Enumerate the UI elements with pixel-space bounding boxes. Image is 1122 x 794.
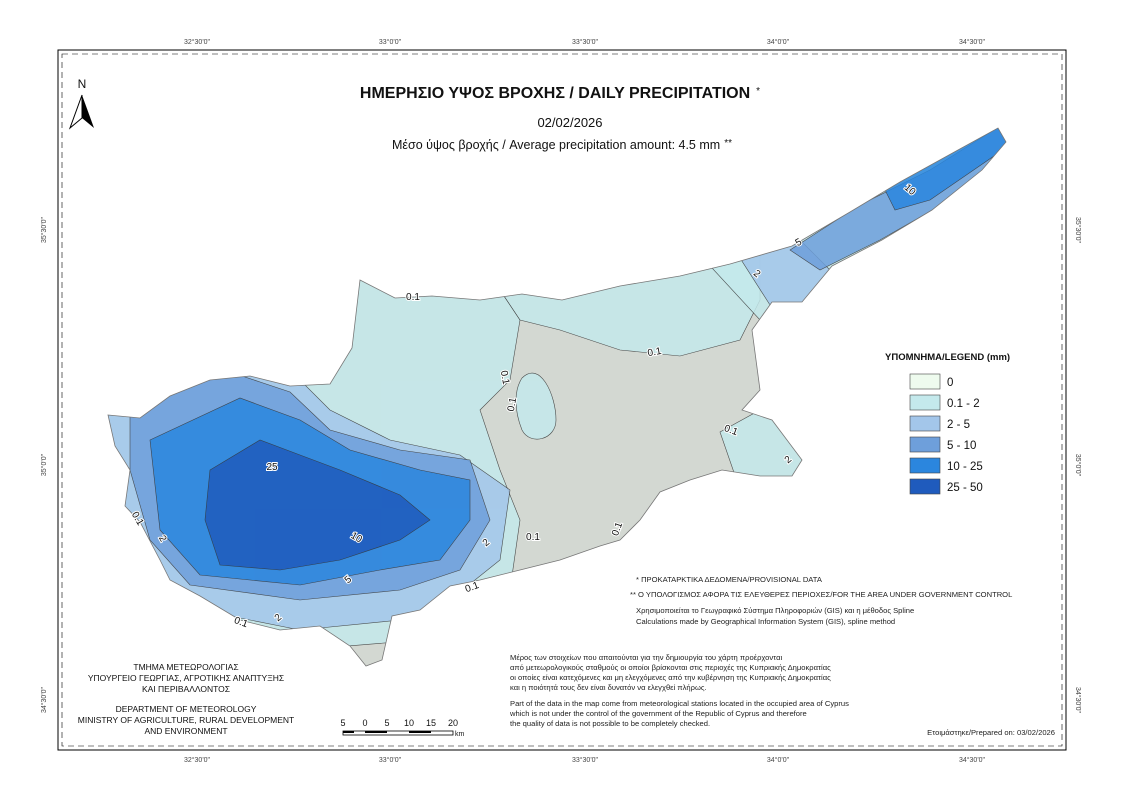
data-disclaimer: Μέρος των στοιχείων που απαιτούνται για … (509, 653, 849, 728)
graticule-label: 34°0'0" (767, 38, 790, 46)
contour-label: 0.1 (647, 346, 663, 359)
legend-label: 0.1 - 2 (947, 398, 980, 410)
scale-unit: km (455, 731, 465, 738)
legend-label: 0 (947, 377, 953, 389)
scale-label: 15 (426, 718, 436, 728)
graticule-label: 33°30'0" (572, 38, 599, 46)
department-line: MINISTRY OF AGRICULTURE, RURAL DEVELOPME… (78, 715, 294, 725)
legend-swatch (909, 373, 941, 390)
average-mark: ** (724, 138, 732, 149)
note-gis-english: Calculations made by Geographical Inform… (636, 617, 895, 626)
graticule-label: 34°30'0" (1074, 687, 1082, 714)
legend-label: 10 - 25 (947, 461, 983, 473)
department-line: AND ENVIRONMENT (144, 726, 227, 736)
legend-label: 2 - 5 (947, 419, 970, 431)
disclaimer-line: Μέρος των στοιχείων που απαιτούνται για … (510, 653, 782, 662)
department-line: ΤΜΗΜΑ ΜΕΤΕΩΡΟΛΟΓΙΑΣ (133, 662, 238, 672)
contour-labels: 0.10.10.10.10.10.10.10.10.12222551010250… (128, 181, 919, 631)
graticule-label: 33°30'0" (572, 756, 599, 764)
graticule-label: 35°0'0" (1074, 454, 1082, 477)
precipitation-zones (108, 128, 1006, 651)
disclaimer-line: και η ποιότητά τους δεν είναι δυνατόν να… (510, 683, 707, 692)
disclaimer-line: από μετεωρολογικούς σταθμούς οι οποίοι β… (510, 663, 831, 672)
scale-seg (343, 731, 354, 733)
graticule-label: 34°30'0" (959, 756, 986, 764)
scale-seg (365, 731, 387, 733)
note-gis-greek: Χρησιμοποιείται το Γεωγραφικό Σύστημα Πλ… (636, 606, 914, 615)
graticule-label: 34°30'0" (40, 686, 48, 713)
north-label: N (78, 77, 87, 91)
legend-swatch (909, 394, 941, 411)
legend-swatch (909, 457, 941, 474)
scale-label: 0 (362, 718, 367, 728)
scale-seg (409, 731, 431, 733)
zone (515, 372, 557, 440)
prepared-on: Ετοιμάστηκε/Prepared on: 03/02/2026 (927, 728, 1055, 737)
legend-swatch (909, 478, 941, 495)
contour-label: 0.1 (232, 615, 249, 630)
contour-label: 0.1 (406, 292, 420, 303)
outer-frame (57, 49, 1067, 751)
title-mark: * (756, 86, 760, 97)
coastline (107, 127, 1007, 667)
graticule-label: 32°30'0" (184, 38, 211, 46)
graticule-label: 35°0'0" (40, 453, 48, 476)
map-date: 02/02/2026 (537, 115, 602, 130)
graticule: 32°30'0" 33°0'0" 33°30'0" 34°0'0" 34°30'0" 32… (40, 38, 1082, 764)
disclaimer-line: Part of the data in the map come from me… (510, 699, 849, 708)
scale-bar: 5 0 5 10 15 20 km (340, 718, 464, 738)
legend-title: ΥΠΟΜΝΗΜΑ/LEGEND (mm) (885, 352, 1010, 363)
contour-label: 0.1 (506, 396, 519, 412)
graticule-label: 32°30'0" (184, 756, 211, 764)
department-line: ΥΠΟΥΡΓΕΙΟ ΓΕΩΡΓΙΑΣ, ΑΓΡΟΤΙΚΗΣ ΑΝΑΠΤΥΞΗΣ (88, 673, 284, 683)
legend-swatch (909, 436, 941, 453)
north-arrow-left (68, 94, 83, 130)
disclaimer-line: which is not under the control of the go… (509, 709, 807, 718)
graticule-label: 33°0'0" (379, 38, 402, 46)
note-area: ** Ο ΥΠΟΛΟΓΙΣΜΟΣ ΑΦΟΡΑ ΤΙΣ ΕΛΕΥΘΕΡΕΣ ΠΕΡ… (630, 590, 1012, 599)
legend: ΥΠΟΜΝΗΜΑ/LEGEND (mm) 0 0.1 - 2 2 - 5 5 - 10… (885, 352, 1010, 495)
title-text: ΗΜΕΡΗΣΙΟ ΥΨΟΣ ΒΡΟΧΗΣ / DAILY PRECIPITATI… (360, 85, 750, 102)
north-arrow-right (82, 95, 94, 128)
department-line: DEPARTMENT OF METEOROLOGY (116, 704, 257, 714)
contour-label: 0.1 (526, 532, 540, 543)
contour-label: 25 (266, 462, 278, 473)
scale-bar-frame (342, 730, 454, 736)
graticule-label: 34°30'0" (959, 38, 986, 46)
legend-swatch (909, 415, 941, 432)
scale-label: 5 (384, 718, 389, 728)
zone (204, 439, 431, 571)
legend-label: 25 - 50 (947, 482, 983, 494)
graticule-label: 35°30'0" (1074, 217, 1082, 244)
north-arrow: N (68, 77, 94, 130)
contour-label: 0.1 (498, 370, 511, 386)
scale-label: 5 (340, 718, 345, 728)
average-amount: Μέσο ύψος βροχής / Average precipitation… (392, 138, 732, 152)
note-provisional: * ΠΡΟΚΑΤΑΡΚΤΙΚΑ ΔΕΔΟΜΕΝΑ/PROVISIONAL DAT… (636, 575, 823, 584)
department-line: ΚΑΙ ΠΕΡΙΒΑΛΛΟΝΤΟΣ (142, 684, 230, 694)
graticule-label: 34°0'0" (767, 756, 790, 764)
disclaimer-line: οι οποίες είναι κατεχόμενες και μη ελεγχ… (510, 673, 831, 682)
scale-label: 20 (448, 718, 458, 728)
map-title: ΗΜΕΡΗΣΙΟ ΥΨΟΣ ΒΡΟΧΗΣ / DAILY PRECIPITATI… (360, 85, 760, 102)
graticule-label: 33°0'0" (379, 756, 402, 764)
scale-label: 10 (404, 718, 414, 728)
disclaimer-line: the quality of data is not possible to b… (510, 719, 710, 728)
inner-frame (61, 53, 1063, 747)
legend-label: 5 - 10 (947, 440, 976, 452)
average-text: Μέσο ύψος βροχής / Average precipitation… (392, 138, 720, 152)
graticule-label: 35°30'0" (40, 216, 48, 243)
